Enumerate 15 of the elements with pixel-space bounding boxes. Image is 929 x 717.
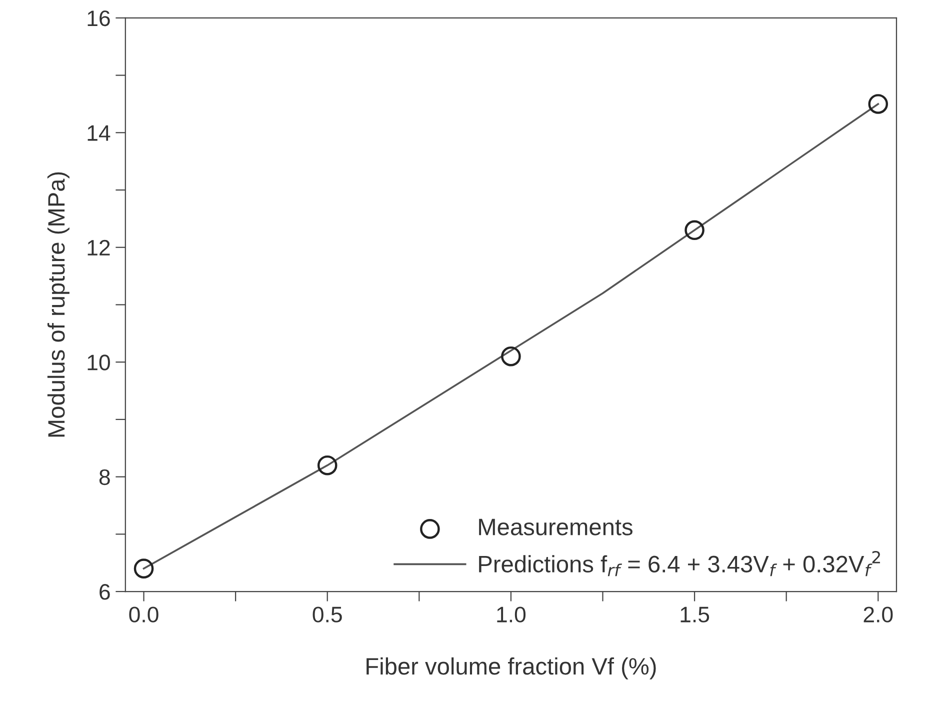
x-tick-label: 0.0 — [129, 606, 158, 622]
x-tick-label: 0.5 — [312, 606, 342, 622]
y-tick-label: 10 — [88, 354, 110, 370]
y-tick-label: 12 — [88, 240, 110, 256]
legend-label: Predictions f$_{rf}$ = 6.4 + 3.43V$_{f}$ + 0.32V$_{f}$$^{2}$ — [479, 550, 880, 576]
x-axis-title: Fiber volume fraction Vf (%) — [366, 657, 656, 680]
x-tick-label: 1.5 — [680, 606, 710, 622]
y-axis-title: Modulus of rupture (MPa) — [47, 172, 70, 437]
y-tick-label: 6 — [100, 584, 110, 600]
y-tick-label: 8 — [99, 469, 110, 486]
y-tick-label: 16 — [88, 10, 110, 26]
y-tick-label: 14 — [88, 125, 110, 141]
x-tick-label: 1.0 — [497, 606, 526, 622]
legend-label: Measurements — [479, 518, 632, 536]
x-tick-label: 2.0 — [864, 606, 893, 622]
